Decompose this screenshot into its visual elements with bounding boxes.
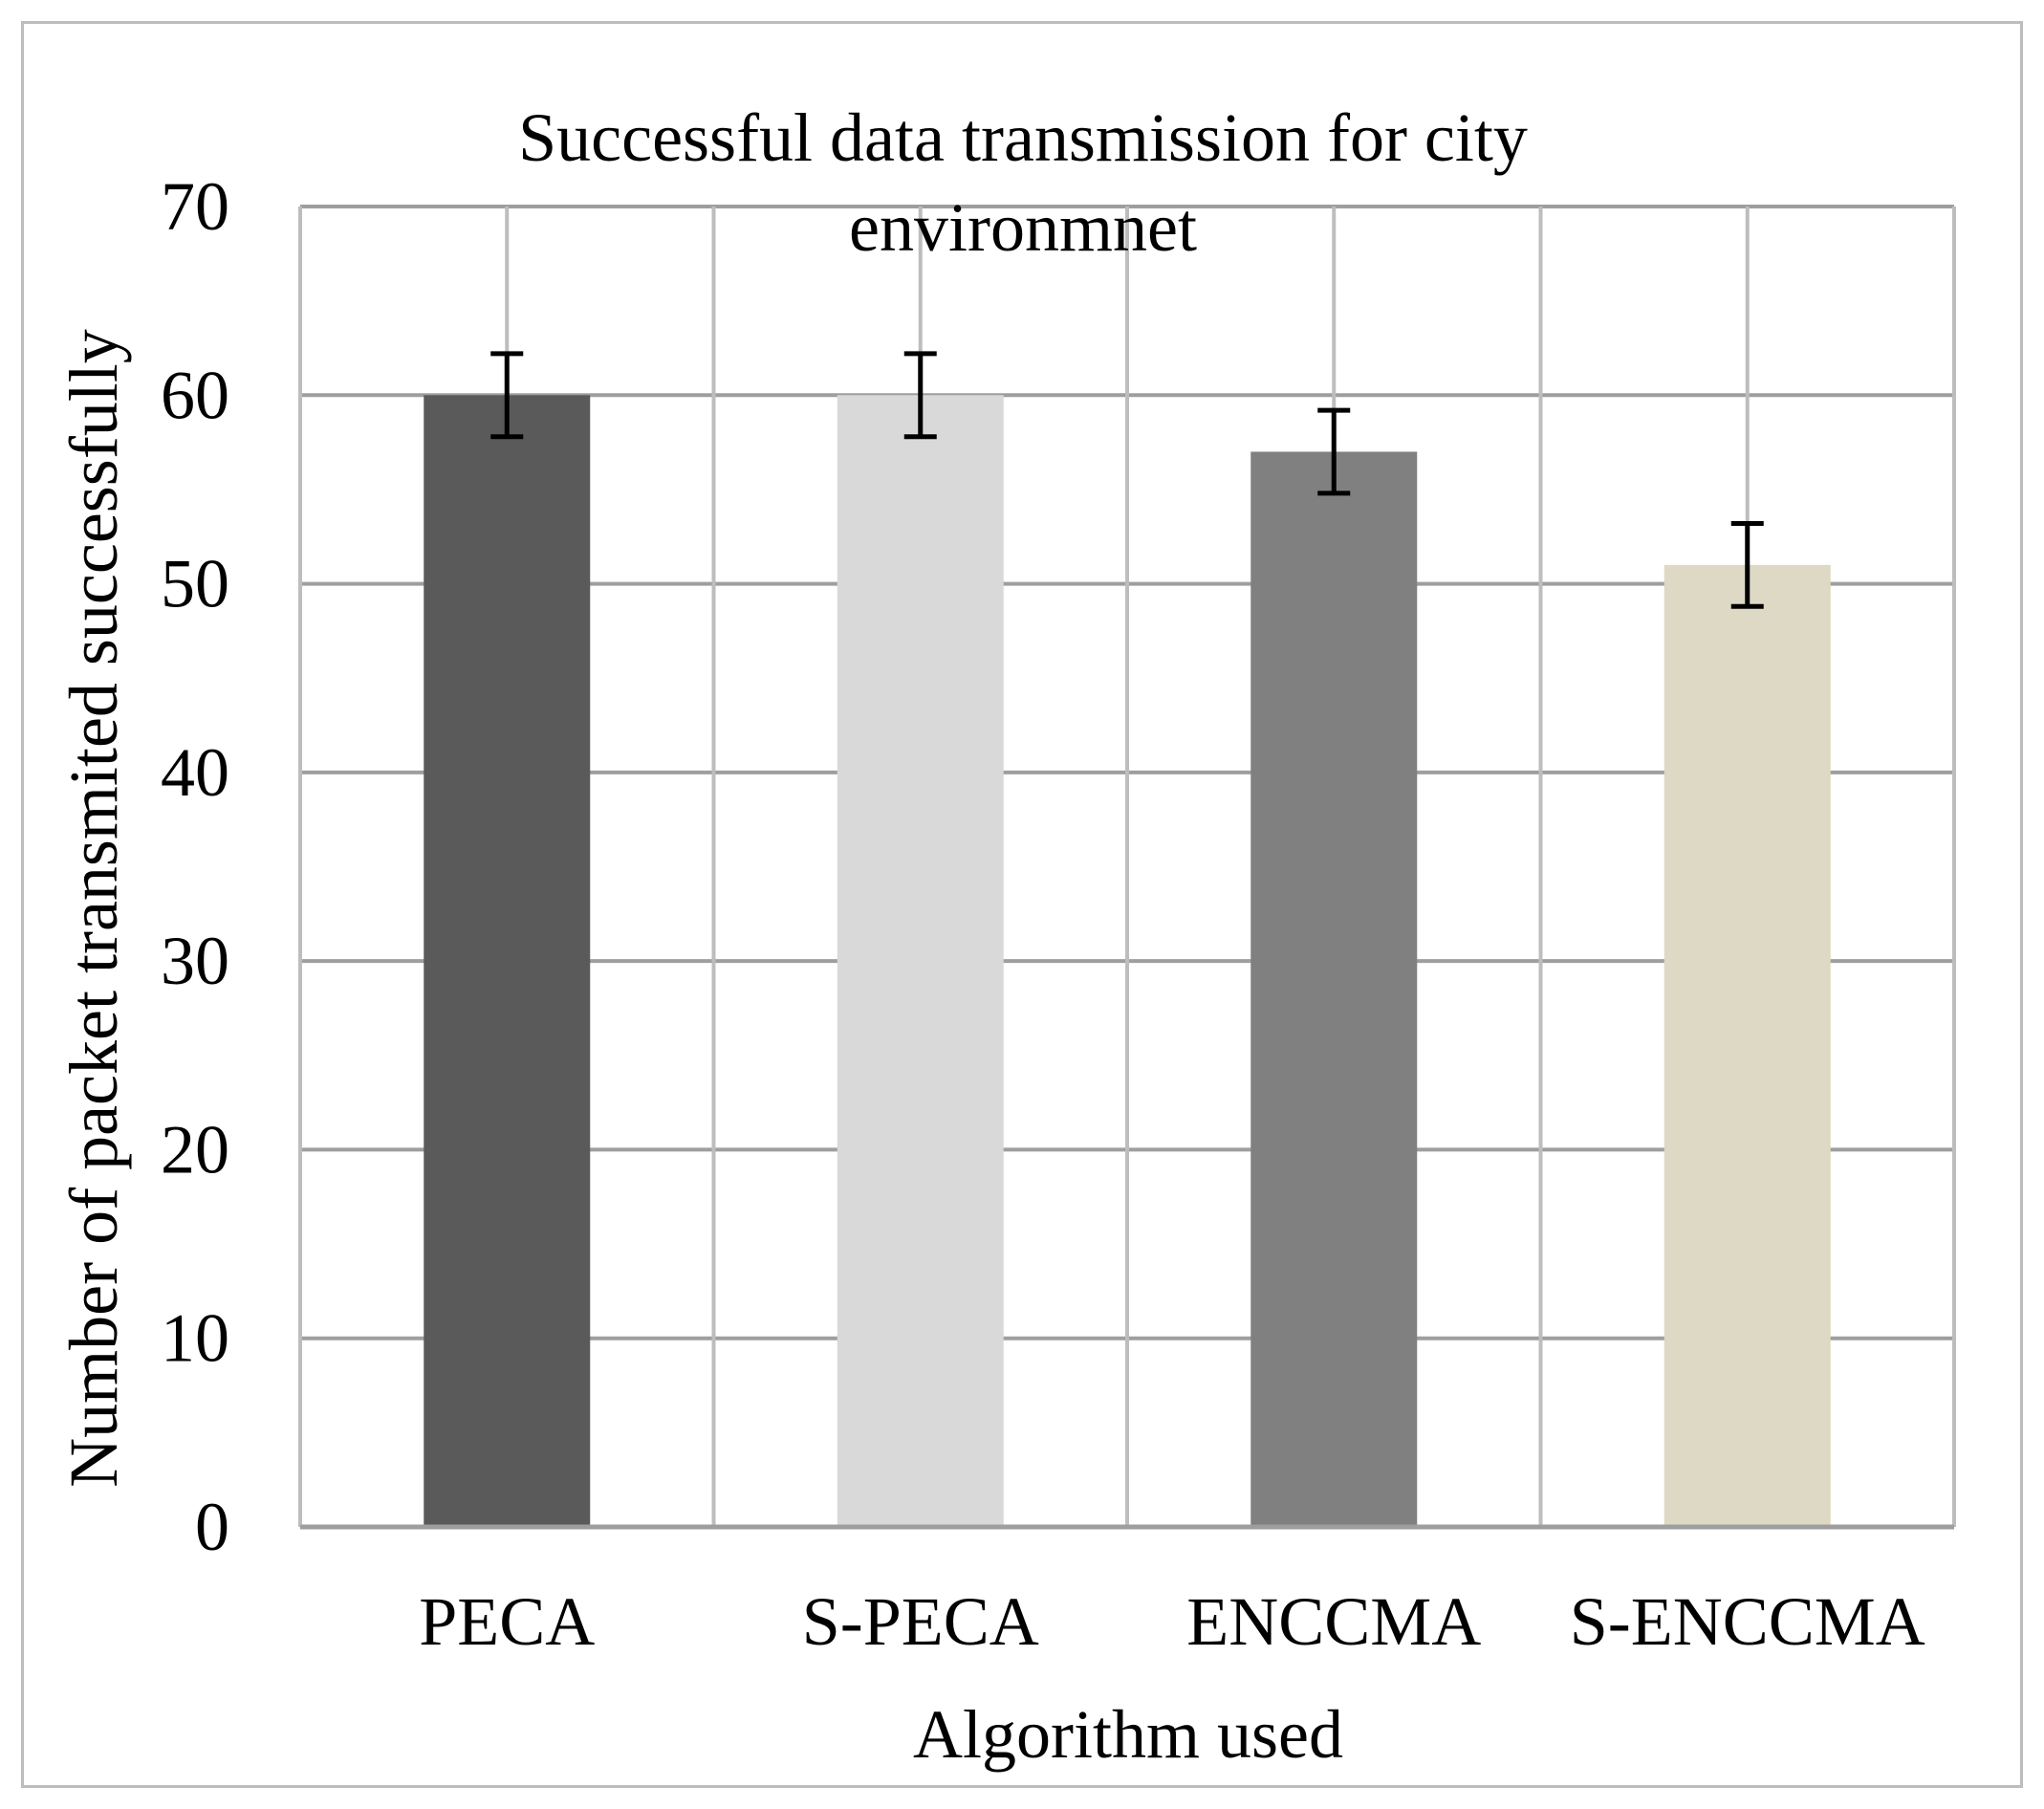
bar-s-peca	[837, 395, 1004, 1528]
y-tick-label: 0	[195, 1489, 229, 1565]
y-tick-label: 20	[161, 1111, 229, 1188]
y-tick-label: 30	[161, 923, 229, 999]
bars	[424, 395, 1831, 1528]
bar-peca	[424, 395, 591, 1528]
y-axis-label: Number of packet transmited successfully	[55, 329, 132, 1488]
y-tick-label: 50	[161, 546, 229, 622]
y-tick-label: 40	[161, 734, 229, 811]
y-tick-label: 60	[161, 357, 229, 433]
chart-title-line-1: Successful data transmission for city	[518, 99, 1528, 176]
bar-s-enccma	[1663, 564, 1831, 1527]
x-tick-label: PECA	[419, 1583, 595, 1660]
x-tick-label: S-ENCCMA	[1570, 1583, 1925, 1660]
x-axis-label: Algorithm used	[913, 1696, 1343, 1773]
chart-frame	[21, 21, 2023, 1788]
chart-title-line-2: environmnet	[849, 189, 1197, 266]
y-tick-label: 10	[161, 1300, 229, 1377]
bar-enccma	[1250, 451, 1418, 1527]
error-bars	[490, 351, 1764, 609]
axes: 0 10 20 30 40 50 60 70 PECA S-PECA ENCCMA S-ENCCMA	[161, 168, 1954, 1660]
x-tick-label: S-PECA	[802, 1583, 1039, 1660]
x-tick-label: ENCCMA	[1186, 1583, 1481, 1660]
y-tick-label: 70	[161, 168, 229, 245]
